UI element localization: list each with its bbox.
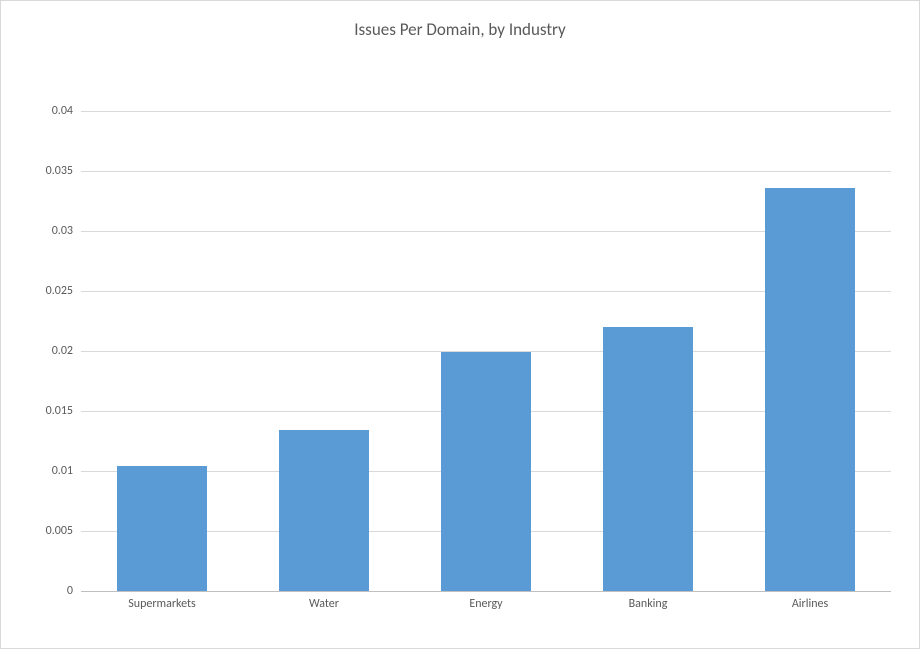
xtick-label: Energy xyxy=(469,591,502,611)
bar xyxy=(603,327,694,591)
ytick-label: 0.015 xyxy=(46,404,81,418)
plot-area: 00.0050.010.0150.020.0250.030.0350.04 Su… xyxy=(81,111,891,591)
chart-container: Issues Per Domain, by Industry 00.0050.0… xyxy=(0,0,920,649)
bar xyxy=(279,430,370,591)
ytick-label: 0.01 xyxy=(52,464,81,478)
xtick-label: Water xyxy=(309,591,339,611)
ytick-label: 0.005 xyxy=(46,524,81,538)
bar xyxy=(765,188,856,591)
chart-title: Issues Per Domain, by Industry xyxy=(1,19,919,40)
xtick-label: Banking xyxy=(629,591,668,611)
ytick-label: 0 xyxy=(67,584,81,598)
bar-layer: SupermarketsWaterEnergyBankingAirlines xyxy=(81,111,891,591)
bar xyxy=(441,352,532,591)
bar xyxy=(117,466,208,591)
ytick-label: 0.03 xyxy=(52,224,81,238)
ytick-label: 0.04 xyxy=(52,104,81,118)
ytick-label: 0.035 xyxy=(46,164,81,178)
ytick-label: 0.025 xyxy=(46,284,81,298)
xtick-label: Airlines xyxy=(792,591,828,611)
ytick-label: 0.02 xyxy=(52,344,81,358)
xtick-label: Supermarkets xyxy=(128,591,195,611)
